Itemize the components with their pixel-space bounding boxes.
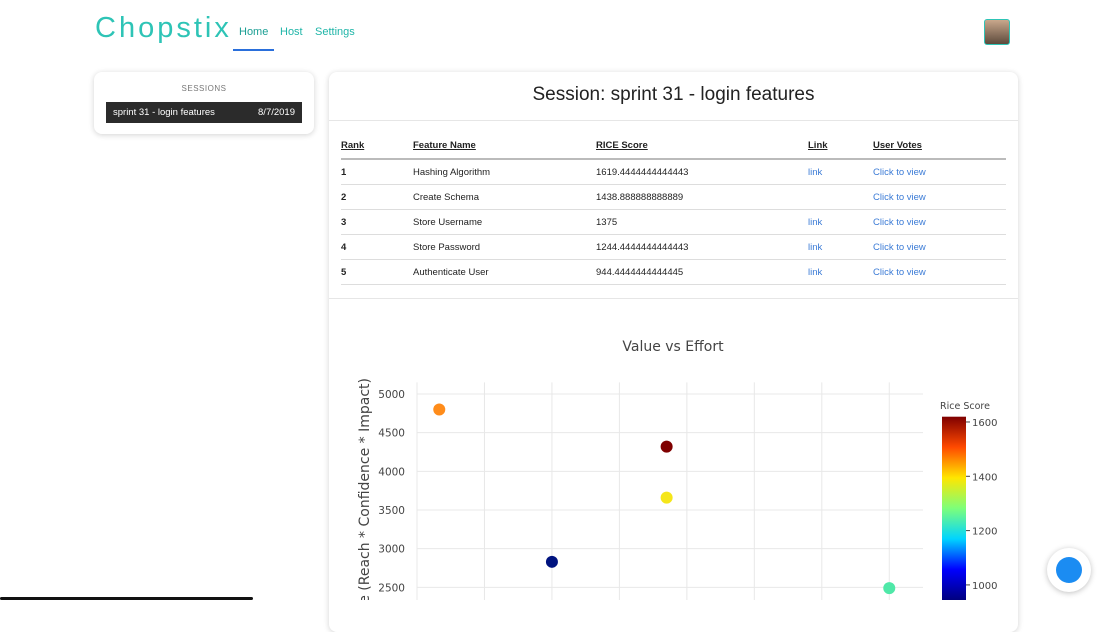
table-cell: 1 — [341, 159, 413, 185]
table-cell: Store Password — [413, 234, 596, 260]
column-header: RICE Score — [596, 133, 808, 160]
colorbar-tick-label: 1000 — [972, 581, 997, 592]
table-cell[interactable]: Click to view — [873, 209, 1006, 235]
session-date: 8/7/2019 — [258, 107, 295, 118]
table-cell: 1619.4444444444443 — [596, 159, 808, 185]
colorbar-tick-label: 1400 — [972, 472, 997, 483]
table-cell: 944.4444444444445 — [596, 259, 808, 285]
column-header: Link — [808, 133, 873, 160]
y-tick-label: 4000 — [378, 466, 405, 478]
table-cell: Hashing Algorithm — [413, 159, 596, 185]
table-cell: 3 — [341, 209, 413, 235]
point — [660, 491, 673, 504]
column-header: User Votes — [873, 133, 1006, 160]
table-cell: 4 — [341, 234, 413, 260]
table-cell[interactable] — [808, 184, 873, 210]
header-row: Rank Feature Name RICE Score Link User Votes — [341, 133, 1006, 160]
page: Chopstix Home Host Settings SESSIONS spr… — [0, 12, 1091, 600]
colorbar — [942, 416, 966, 600]
table-cell[interactable]: Click to view — [873, 159, 1006, 185]
nav-home[interactable]: Home — [239, 26, 269, 38]
chart: Value vs Effort Value (Reach * Confidenc… — [357, 339, 997, 600]
table-cell: 1244.4444444444443 — [596, 234, 808, 260]
nav-host[interactable]: Host — [280, 26, 303, 38]
messenger-button[interactable] — [1047, 548, 1091, 592]
y-tick-label: 4500 — [378, 428, 405, 440]
chart-title: Value vs Effort — [622, 339, 724, 355]
point — [433, 403, 446, 416]
divider — [329, 298, 1018, 299]
nav-underline — [233, 49, 274, 51]
sessions-card: SESSIONS sprint 31 - login features 8/7/… — [94, 72, 314, 134]
nav-settings[interactable]: Settings — [315, 26, 355, 38]
session-card: Session: sprint 31 - login features Rank… — [329, 72, 1018, 632]
table-row: 3 Store Username 1375 link Click to view — [341, 209, 1006, 235]
table-cell: 1438.888888888889 — [596, 184, 808, 210]
y-tick-label: 5000 — [378, 389, 405, 401]
column-header: Rank — [341, 133, 413, 160]
y-tick-label: 3500 — [378, 505, 405, 517]
features-table: Rank Feature Name RICE Score Link User Votes… — [341, 133, 1006, 285]
column-header: Feature Name — [413, 133, 596, 160]
avatar[interactable] — [984, 19, 1010, 45]
table-cell: 2 — [341, 184, 413, 210]
table-cell: 1375 — [596, 209, 808, 235]
table-cell: Create Schema — [413, 184, 596, 210]
y-axis-label: Value (Reach * Confidence * Impact) — [357, 378, 373, 600]
table-cell[interactable]: Click to view — [873, 259, 1006, 285]
session-title: Session: sprint 31 - login features — [532, 84, 815, 105]
table-cell[interactable]: Click to view — [873, 184, 1006, 210]
table-cell[interactable]: link — [808, 159, 873, 185]
table-cell[interactable]: Click to view — [873, 234, 1006, 260]
table-cell[interactable]: link — [808, 234, 873, 260]
table-cell: 5 — [341, 259, 413, 285]
colorbar-tick-label: 1200 — [972, 527, 997, 538]
divider — [329, 120, 1018, 121]
table-row: 4 Store Password 1244.4444444444443 link Cli… — [341, 234, 1006, 260]
point — [660, 440, 673, 453]
table-cell: Authenticate User — [413, 259, 596, 285]
bottom-bar — [0, 597, 253, 600]
brand[interactable]: Chopstix — [95, 12, 232, 44]
point — [883, 582, 896, 595]
session-item[interactable]: sprint 31 - login features 8/7/2019 — [106, 102, 302, 123]
table-cell: Store Username — [413, 209, 596, 235]
table-row: 5 Authenticate User 944.4444444444445 link C… — [341, 259, 1006, 285]
table-cell[interactable]: link — [808, 259, 873, 285]
table-cell[interactable]: link — [808, 209, 873, 235]
y-tick-label: 2500 — [378, 582, 405, 594]
session-name[interactable]: sprint 31 - login features — [113, 107, 215, 118]
table-row: 2 Create Schema 1438.888888888889 Click to … — [341, 184, 1006, 210]
y-tick-label: 3000 — [378, 544, 405, 556]
point — [545, 555, 558, 568]
colorbar-title: Rice Score — [940, 401, 990, 412]
sessions-title: SESSIONS — [181, 84, 227, 93]
table-row: 1 Hashing Algorithm 1619.4444444444443 link… — [341, 159, 1006, 185]
colorbar-tick-label: 1600 — [972, 418, 997, 429]
